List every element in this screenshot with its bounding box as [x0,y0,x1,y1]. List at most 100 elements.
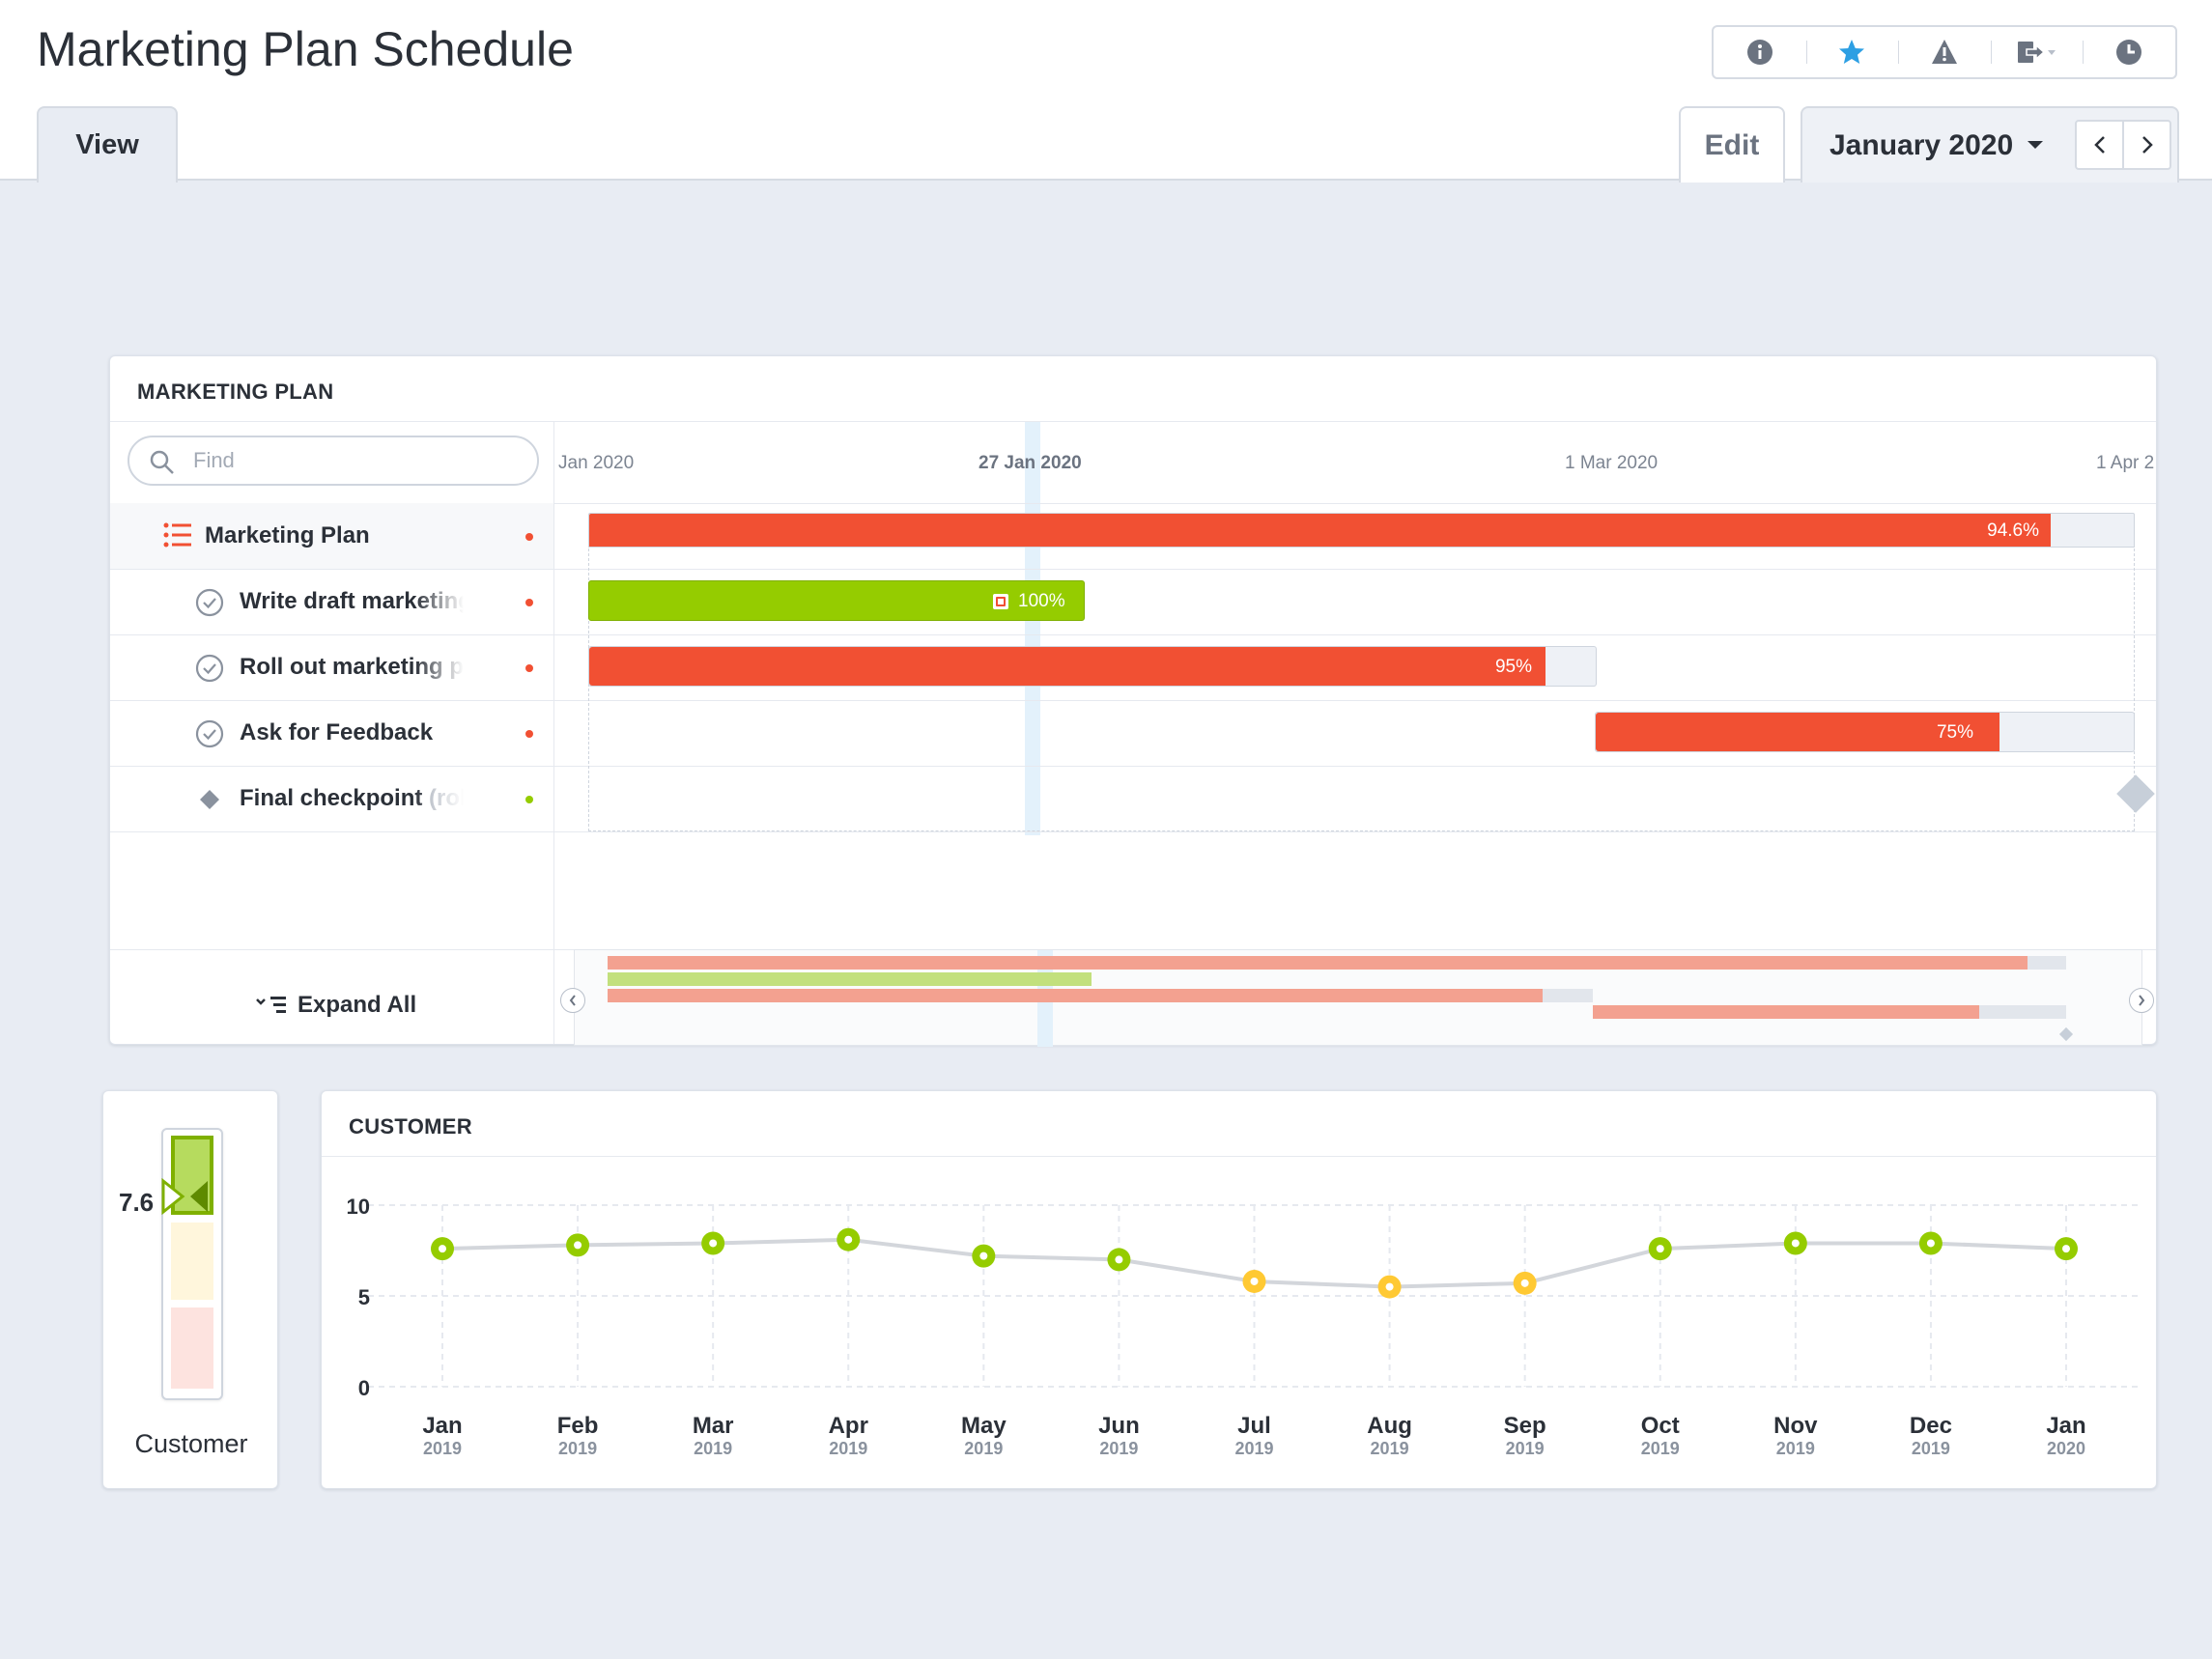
x-tick-label: Jan [2046,1413,2085,1439]
y-tick-label: 10 [347,1195,370,1219]
status-dot [525,533,533,541]
minimap-bar [1593,1005,1979,1019]
task-row[interactable]: Final checkpoint (rol [110,766,553,831]
milestone-diamond-icon [200,790,219,809]
minimap-bar [608,956,2028,970]
x-tick-year-label: 2019 [964,1439,1003,1458]
task-list-icon [163,522,191,548]
warning-button[interactable] [1898,27,1991,77]
history-icon [2116,40,2142,65]
x-tick-label: Mar [693,1413,734,1439]
customer-score-tile[interactable]: 7.6 Customer [102,1090,278,1489]
page-header: Marketing Plan Schedule [0,0,2212,183]
x-tick-label: May [961,1413,1007,1439]
task-label: Roll out marketing pl [240,654,464,680]
gantt-bar-ask-feedback[interactable]: 75% [1595,712,2135,752]
info-button[interactable] [1714,27,1806,77]
x-tick-label: Apr [829,1413,868,1439]
gantt-bar-roll-out[interactable]: 95% [588,646,1597,687]
divider [110,634,2156,635]
gantt-bar-progress [589,647,1546,686]
chart-title: CUSTOMER [349,1114,472,1139]
tab-edit[interactable]: Edit [1679,106,1785,183]
divider [110,766,2156,767]
score-value: 7.6 [119,1188,155,1217]
marketing-plan-gantt: MARKETING PLAN Jan 2020 27 Jan 2020 1 Ma… [109,355,2157,1047]
minimap-scroll-right[interactable] [2129,988,2154,1013]
task-label: Write draft marketing [240,588,464,614]
complete-checkbox-icon [993,594,1008,609]
task-label: Final checkpoint (rol [240,785,464,811]
score-gauge [161,1128,223,1400]
gantt-bar-progress [1596,713,1999,751]
caret-down-icon[interactable] [2027,139,2044,151]
x-tick-label: Feb [557,1413,599,1439]
x-tick-label: Oct [1641,1413,1680,1439]
gantt-bar-write-draft[interactable]: 100% [588,580,1085,621]
chevron-right-icon [2139,995,2145,1006]
toolbar [1712,25,2177,79]
previous-period-button[interactable] [2077,122,2122,168]
status-dot [525,599,533,606]
progress-label: 75% [1936,722,1973,743]
period-dropdown[interactable]: January 2020 [1829,129,2014,161]
score-caption: Customer [134,1429,248,1458]
date-label: Jan 2020 [558,453,635,473]
x-tick-label: Sep [1504,1413,1546,1439]
task-label: Ask for Feedback [240,719,434,745]
task-row[interactable]: Roll out marketing pl [110,634,553,700]
task-row[interactable]: Marketing Plan [110,503,553,569]
find-field[interactable] [128,436,539,486]
data-point-center [574,1241,582,1250]
period-selector: January 2020 [1801,106,2179,183]
column-divider [553,422,554,1044]
x-tick-label: Nov [1773,1413,1818,1439]
history-button[interactable] [2083,27,2175,77]
star-icon [1839,40,1865,64]
x-tick-year-label: 2019 [1506,1439,1545,1458]
gantt-bar-marketing-plan[interactable]: 94.6% [588,513,2135,548]
x-tick-label: Jul [1237,1413,1271,1439]
next-period-button[interactable] [2122,122,2169,168]
minimap-scroll-left[interactable] [560,988,585,1013]
y-tick-label: 0 [358,1376,370,1400]
info-icon [1746,40,1772,65]
x-tick-year-label: 2020 [2047,1439,2085,1458]
gauge-pointer-icon [161,1177,208,1215]
task-row[interactable]: Write draft marketing [110,569,553,634]
favorite-button[interactable] [1805,27,1899,77]
check-circle-icon [195,654,224,683]
x-tick-label: Dec [1910,1413,1952,1439]
data-point-center [1791,1239,1800,1248]
x-tick-year-label: 2019 [1641,1439,1680,1458]
check-circle-icon [195,588,224,617]
x-tick-year-label: 2019 [1912,1439,1950,1458]
gantt-title: MARKETING PLAN [137,380,334,404]
export-button[interactable] [1990,27,2084,77]
x-tick-year-label: 2019 [423,1439,462,1458]
minimap-bar [608,972,1092,986]
task-label: Marketing Plan [205,522,370,548]
status-dot [525,730,533,738]
data-point-center [1385,1282,1394,1291]
data-point-center [1115,1255,1123,1264]
x-tick-year-label: 2019 [694,1439,732,1458]
gauge-segment-red [171,1308,213,1389]
x-tick-label: Jun [1098,1413,1140,1439]
date-label: 1 Apr 2 [2096,453,2154,473]
x-tick-year-label: 2019 [1776,1439,1815,1458]
data-point-center [979,1251,988,1260]
task-row[interactable]: Ask for Feedback [110,700,553,766]
tab-view[interactable]: View [37,106,178,183]
data-point-center [844,1235,853,1244]
customer-line-chart: 0510Jan2019Feb2019Mar2019Apr2019May2019J… [347,1195,2138,1458]
divider [322,1156,2156,1157]
expand-all-button[interactable]: Expand All [255,992,416,1019]
status-dot [525,796,533,803]
search-icon [150,450,174,474]
find-input[interactable] [193,445,522,476]
chevron-left-icon [569,995,576,1006]
timeline-minimap[interactable] [574,949,2142,1047]
x-tick-year-label: 2019 [558,1439,597,1458]
data-point-center [1926,1239,1935,1248]
